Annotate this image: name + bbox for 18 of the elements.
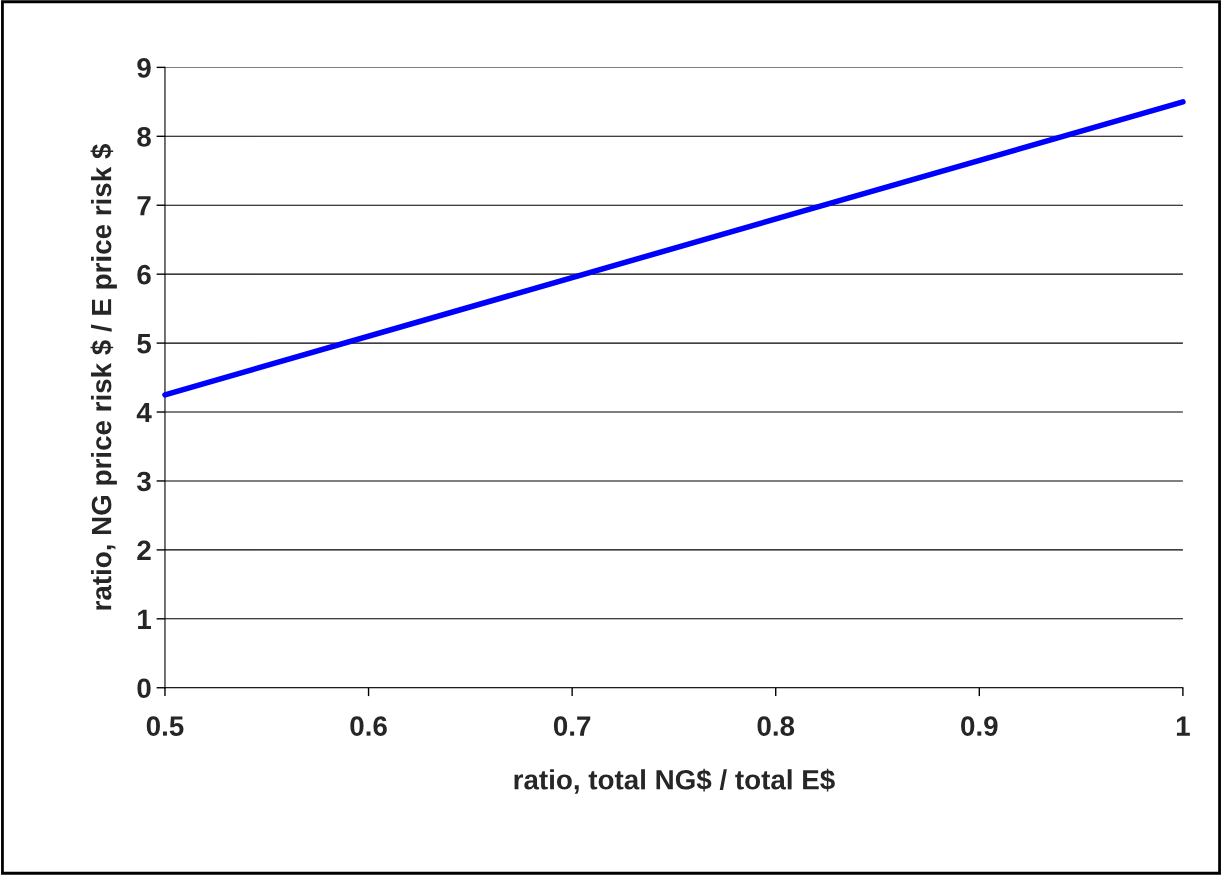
y-tick-label: 3 bbox=[136, 471, 151, 492]
y-tick-label: 7 bbox=[137, 196, 151, 216]
x-tick-label: 0.5 bbox=[146, 716, 184, 736]
y-tick-label: 9 bbox=[137, 58, 151, 78]
x-axis-title: ratio, total NG$ / total E$ bbox=[514, 768, 835, 794]
y-tick-label: 8 bbox=[137, 126, 151, 147]
y-tick-label: 6 bbox=[137, 264, 151, 285]
x-tick-label: 0.7 bbox=[553, 716, 591, 736]
x-tick-label: 0.9 bbox=[961, 716, 998, 736]
y-tick-label: 4 bbox=[136, 402, 152, 423]
x-tick-label: 0.6 bbox=[350, 716, 387, 736]
y-tick-label: 0 bbox=[137, 678, 151, 699]
y-tick-label: 5 bbox=[137, 334, 151, 354]
y-tick-label: 1 bbox=[138, 609, 151, 629]
y-tick-label: 2 bbox=[137, 540, 151, 560]
x-tick-label: 1 bbox=[1176, 716, 1190, 736]
y-axis-title: ratio, NG price risk $ / E price risk $ bbox=[90, 144, 117, 610]
x-tick-label: 0.8 bbox=[757, 716, 795, 736]
